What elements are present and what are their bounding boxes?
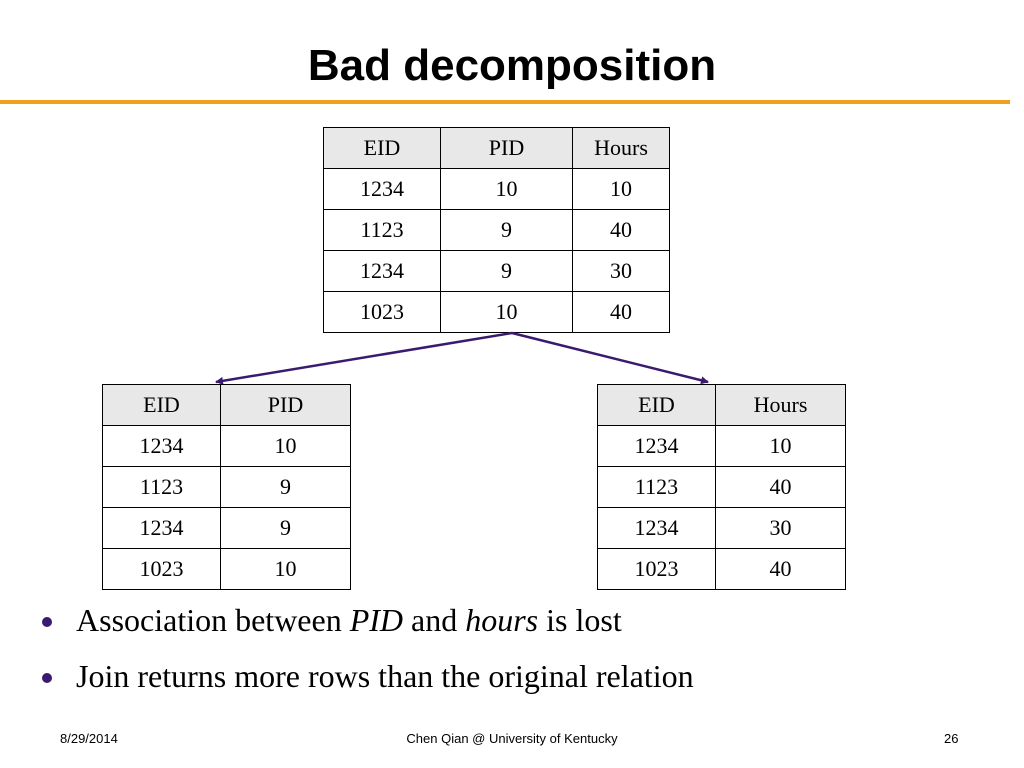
table-cell: 40 — [715, 548, 846, 590]
bullet-emphasis: PID — [349, 602, 404, 638]
column-header: Hours — [572, 127, 670, 169]
column-header: PID — [220, 384, 351, 426]
table-row: 1234 10 — [597, 425, 846, 467]
bullet-text: Association between — [76, 602, 350, 638]
table-cell: 1123 — [323, 209, 441, 251]
bullet-text: and — [403, 602, 466, 638]
table-cell: 1023 — [323, 291, 441, 333]
table-cell: 10 — [220, 425, 351, 467]
table-row: 1023 40 — [597, 548, 846, 590]
table-cell: 1234 — [102, 425, 221, 467]
table-cell: 40 — [572, 209, 670, 251]
table-cell: 1123 — [597, 466, 716, 508]
table-row: 1234 10 — [102, 425, 351, 467]
bullet-dot-icon — [42, 673, 52, 683]
footer-date: 8/29/2014 — [60, 731, 118, 746]
table-cell: 1023 — [597, 548, 716, 590]
table-row: 1234 9 — [102, 507, 351, 549]
table-row: 1123 9 40 — [323, 209, 670, 251]
bullet-emphasis: hours — [465, 602, 539, 638]
table-cell: 10 — [572, 168, 670, 210]
table-row: 1234 10 10 — [323, 168, 670, 210]
table-cell: 1234 — [597, 507, 716, 549]
column-header: EID — [597, 384, 716, 426]
eid-hours-table: EID Hours 1234 10 1123 40 1234 30 1023 4… — [597, 384, 846, 590]
bullet-text: Join returns more rows than the original… — [76, 658, 694, 694]
table-cell: 1123 — [102, 466, 221, 508]
table-row: 1023 10 40 — [323, 291, 670, 333]
eid-pid-table: EID PID 1234 10 1123 9 1234 9 1023 10 — [102, 384, 351, 590]
table-cell: 30 — [715, 507, 846, 549]
table-header-row: EID PID — [102, 384, 351, 426]
column-header: Hours — [715, 384, 846, 426]
table-cell: 9 — [220, 507, 351, 549]
table-cell: 9 — [440, 209, 573, 251]
table-cell: 30 — [572, 250, 670, 292]
slide-title: Bad decomposition — [307, 41, 717, 90]
table-row: 1023 10 — [102, 548, 351, 590]
table-cell: 10 — [440, 168, 573, 210]
bullet-text: is lost — [538, 602, 622, 638]
table-header-row: EID Hours — [597, 384, 846, 426]
bullet-item: Join returns more rows than the original… — [36, 648, 996, 704]
table-cell: 1234 — [323, 168, 441, 210]
bullet-dot-icon — [42, 617, 52, 627]
arrow-to-left-table — [215, 331, 513, 385]
column-header: PID — [440, 127, 573, 169]
table-cell: 10 — [715, 425, 846, 467]
table-cell: 10 — [440, 291, 573, 333]
footer-author: Chen Qian @ University of Kentucky — [406, 731, 618, 746]
table-cell: 10 — [220, 548, 351, 590]
table-cell: 1234 — [597, 425, 716, 467]
bullet-item: Association between PID and hours is los… — [36, 592, 996, 648]
table-cell: 40 — [572, 291, 670, 333]
table-row: 1234 9 30 — [323, 250, 670, 292]
table-row: 1123 40 — [597, 466, 846, 508]
table-row: 1234 30 — [597, 507, 846, 549]
table-cell: 40 — [715, 466, 846, 508]
column-header: EID — [323, 127, 441, 169]
table-cell: 9 — [440, 250, 573, 292]
table-header-row: EID PID Hours — [323, 127, 670, 169]
original-relation-table: EID PID Hours 1234 10 10 1123 9 40 1234 … — [323, 127, 670, 333]
table-cell: 1234 — [102, 507, 221, 549]
title-underline — [0, 100, 1010, 104]
table-cell: 1234 — [323, 250, 441, 292]
table-cell: 9 — [220, 466, 351, 508]
table-row: 1123 9 — [102, 466, 351, 508]
bullet-list: Association between PID and hours is los… — [36, 592, 996, 704]
footer-page-number: 26 — [944, 731, 959, 746]
arrow-to-right-table — [511, 331, 709, 385]
column-header: EID — [102, 384, 221, 426]
table-cell: 1023 — [102, 548, 221, 590]
